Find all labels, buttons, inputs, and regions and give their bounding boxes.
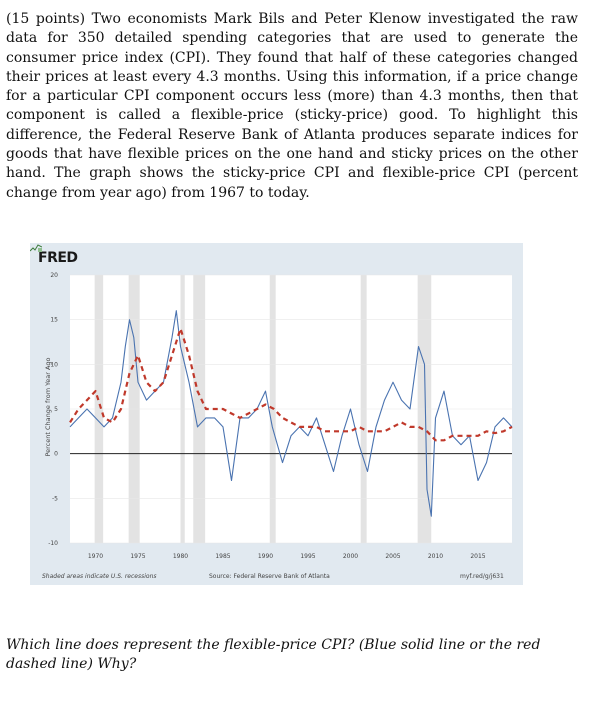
fred-logo-chart-icon (30, 244, 42, 252)
fred-logo: FRED (38, 250, 78, 266)
y-tick-label: -5 (52, 495, 58, 502)
x-tick-label: 1995 (300, 553, 315, 560)
x-tick-label: 1990 (258, 553, 273, 560)
short-link[interactable]: myf.red/g/j631 (460, 573, 504, 580)
x-tick-label: 2015 (470, 553, 485, 560)
y-axis-label: Percent Change from Year Ago (44, 357, 52, 457)
y-tick-label: 0 (54, 451, 58, 458)
x-tick-label: 1970 (88, 553, 103, 560)
chart-canvas: -10 -5 0 5 10 15 20 1970 1975 1980 1985 1990 1995 200… (48, 272, 513, 560)
x-tick-label: 1980 (173, 553, 188, 560)
x-tick-label: 1985 (215, 553, 230, 560)
y-tick-label: 10 (50, 361, 58, 368)
problem-paragraph: (15 points) Two economists Mark Bils and… (6, 11, 578, 201)
question-text: Which line does represent the flexible-p… (6, 637, 541, 673)
x-tick-label: 2000 (343, 553, 358, 560)
y-tick-label: 20 (50, 272, 58, 279)
x-tick-label: 2005 (385, 553, 400, 560)
y-tick-label: 5 (54, 406, 58, 413)
x-tick-label: 1975 (130, 553, 145, 560)
y-tick-label: -10 (48, 540, 58, 547)
source-note: Source: Federal Reserve Bank of Atlanta (209, 573, 330, 580)
y-tick-label: 15 (50, 317, 58, 324)
recession-note: Shaded areas indicate U.S. recessions (42, 573, 157, 580)
x-tick-label: 2010 (428, 553, 443, 560)
fred-chart: -10 -5 0 5 10 15 20 1970 1975 1980 1985 1990 1995 200… (30, 243, 523, 585)
